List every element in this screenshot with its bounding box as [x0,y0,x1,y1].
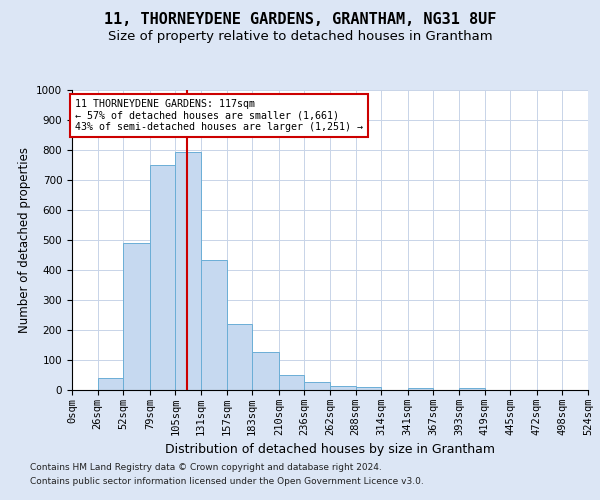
Bar [175,152,201,390]
Text: Contains HM Land Registry data © Crown copyright and database right 2024.: Contains HM Land Registry data © Crown c… [30,464,382,472]
Bar [459,388,485,390]
X-axis label: Distribution of detached houses by size in Grantham: Distribution of detached houses by size … [165,444,495,456]
Bar [98,378,123,390]
Bar [150,165,175,390]
Y-axis label: Number of detached properties: Number of detached properties [17,147,31,333]
Bar [408,388,433,390]
Bar [356,387,381,390]
Text: Contains public sector information licensed under the Open Government Licence v3: Contains public sector information licen… [30,477,424,486]
Text: Size of property relative to detached houses in Grantham: Size of property relative to detached ho… [107,30,493,43]
Bar [330,386,356,390]
Bar [201,260,227,390]
Bar [279,375,304,390]
Bar [227,324,252,390]
Text: 11, THORNEYDENE GARDENS, GRANTHAM, NG31 8UF: 11, THORNEYDENE GARDENS, GRANTHAM, NG31 … [104,12,496,28]
Bar [304,382,330,390]
Bar [252,352,279,390]
Bar [123,243,150,390]
Text: 11 THORNEYDENE GARDENS: 117sqm
← 57% of detached houses are smaller (1,661)
43% : 11 THORNEYDENE GARDENS: 117sqm ← 57% of … [75,99,363,132]
